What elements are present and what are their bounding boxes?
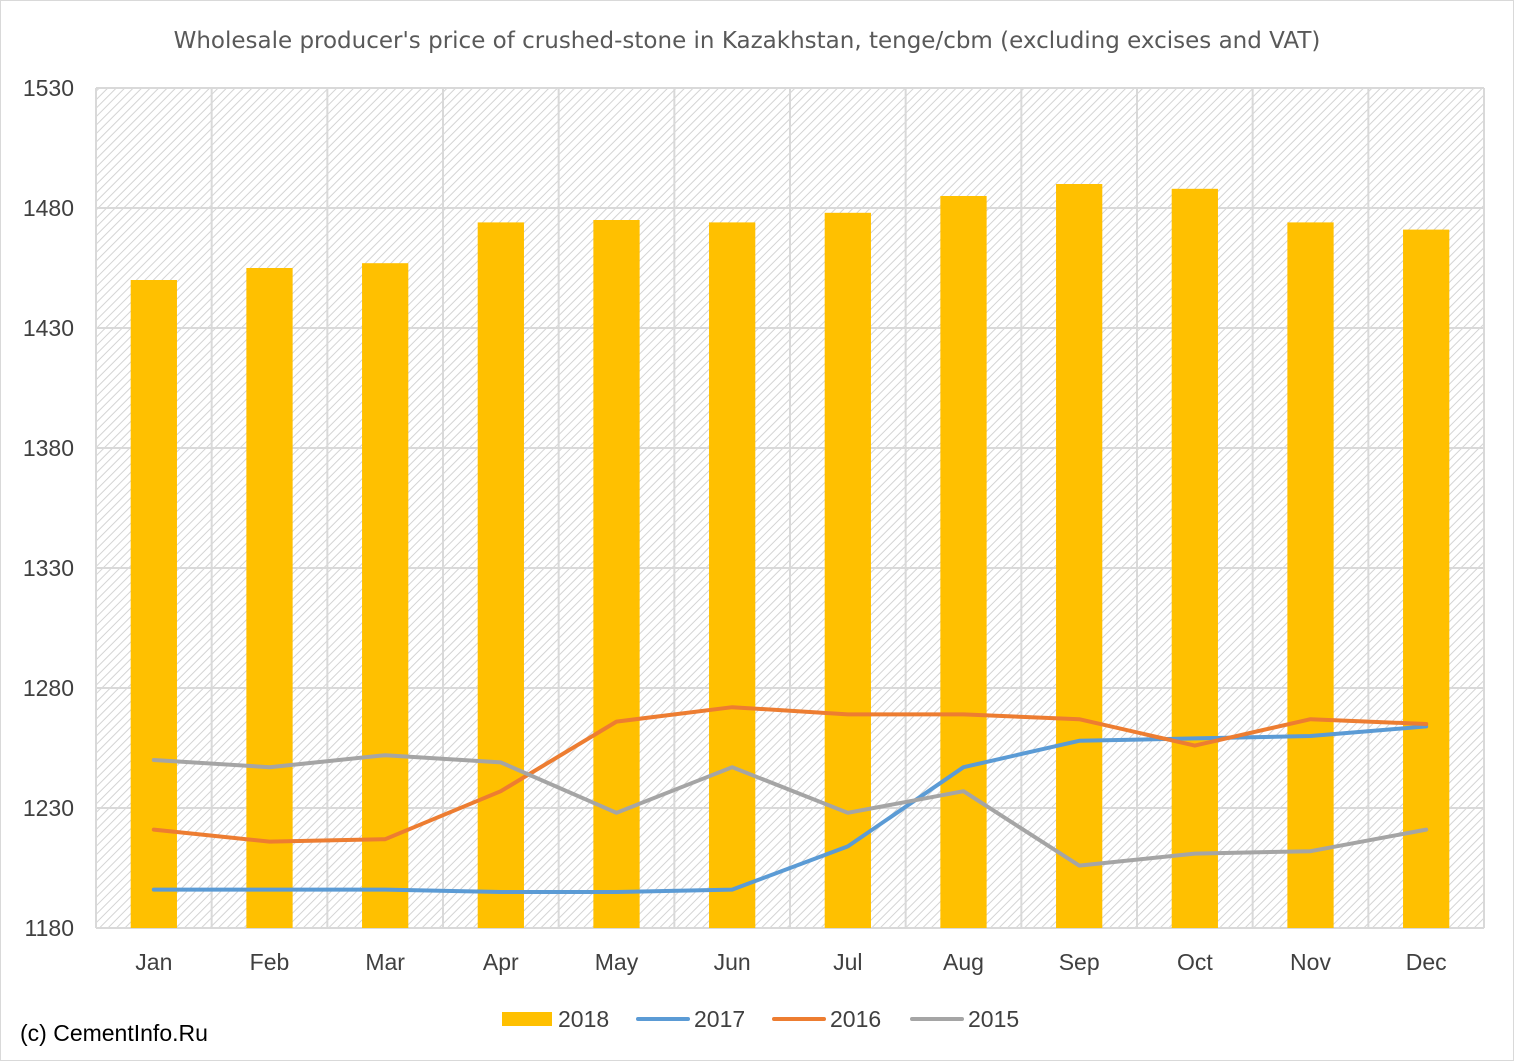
y-tick-label: 1330 — [23, 555, 74, 581]
bar-series — [130, 184, 1450, 929]
y-tick-label: 1180 — [25, 915, 74, 941]
legend-label-2017: 2017 — [694, 1006, 745, 1032]
x-tick-label: Feb — [250, 949, 290, 975]
bar-2018-feb — [246, 268, 293, 928]
copyright-text: (c) CementInfo.Ru — [20, 1020, 208, 1046]
x-tick-label: Apr — [483, 949, 519, 975]
x-tick-label: Mar — [365, 949, 405, 975]
y-tick-label: 1530 — [23, 75, 74, 101]
legend-label-2016: 2016 — [830, 1006, 881, 1032]
line-series-2015 — [151, 753, 1429, 868]
legend-swatch-2018 — [502, 1012, 552, 1026]
x-tick-label: Sep — [1059, 949, 1100, 975]
y-tick-label: 1480 — [23, 195, 74, 221]
line-series-2017 — [151, 724, 1429, 894]
line-series-2016 — [151, 705, 1429, 844]
x-tick-label: Jan — [135, 949, 172, 975]
bar-2018-sep — [1056, 184, 1103, 928]
x-tick-label: May — [595, 949, 639, 975]
x-tick-label: Jun — [714, 949, 751, 975]
legend-label-2015: 2015 — [968, 1006, 1019, 1032]
x-tick-label: Aug — [943, 949, 984, 975]
bar-2018-oct — [1171, 188, 1218, 929]
bar-2018-aug — [940, 196, 987, 928]
bar-2018-apr — [477, 222, 524, 928]
bar-2018-dec — [1403, 229, 1450, 929]
gridlines — [95, 87, 1485, 929]
bar-2018-jan — [130, 280, 177, 928]
legend-label-2018: 2018 — [558, 1006, 609, 1032]
bar-2018-may — [593, 220, 640, 928]
chart-title: Wholesale producer's price of crushed-st… — [174, 28, 1321, 54]
line-series — [151, 705, 1429, 894]
y-tick-label: 1280 — [23, 675, 74, 701]
x-tick-label: Jul — [833, 949, 862, 975]
bar-2018-jul — [824, 212, 871, 929]
legend: 2018 2017 2016 2015 — [502, 1006, 1019, 1032]
x-axis-ticks: Jan Feb Mar Apr May Jun Jul Aug Sep Oct Nov Dec — [135, 949, 1446, 975]
x-tick-label: Nov — [1290, 949, 1331, 975]
bar-2018-mar — [362, 263, 409, 928]
bar-2018-jun — [709, 222, 756, 928]
x-tick-label: Dec — [1406, 949, 1447, 975]
y-tick-label: 1380 — [23, 435, 74, 461]
y-tick-label: 1230 — [23, 795, 74, 821]
x-tick-label: Oct — [1177, 949, 1213, 975]
bar-2018-nov — [1287, 222, 1334, 928]
y-tick-label: 1430 — [23, 315, 74, 341]
y-axis-ticks: 1180 1230 1280 1330 1380 1430 1480 1530 — [23, 75, 74, 941]
